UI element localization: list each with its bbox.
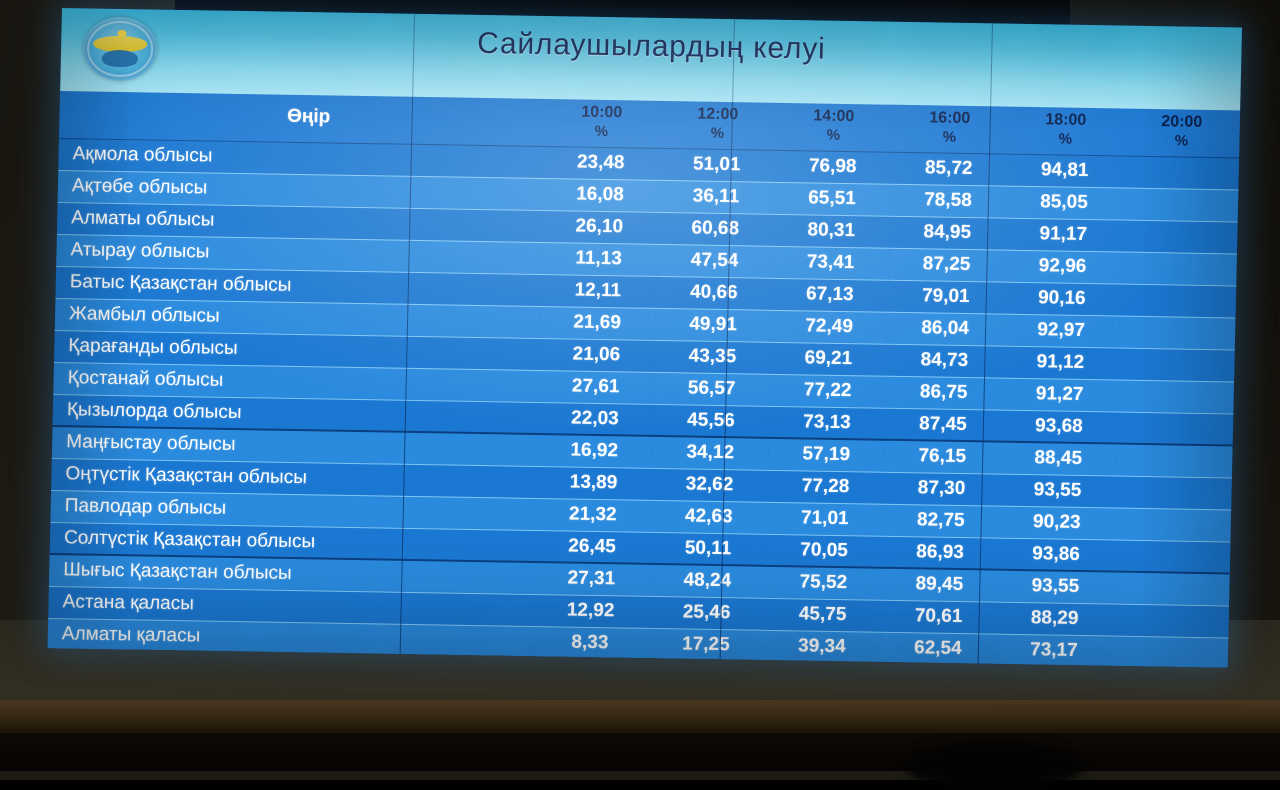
turnout-value-cell: 49,91 — [655, 308, 772, 342]
turnout-value-cell — [1114, 508, 1231, 542]
turnout-value-cell: 67,13 — [771, 278, 888, 312]
turnout-value-cell: 12,11 — [539, 274, 656, 308]
turnout-value-cell: 22,03 — [537, 402, 654, 436]
turnout-value-cell: 21,06 — [538, 338, 655, 372]
turnout-value-cell: 70,05 — [766, 534, 883, 568]
turnout-value-cell: 13,89 — [535, 466, 652, 500]
turnout-value-cell: 12,92 — [532, 594, 649, 628]
total-value-cell: 82,11 — [879, 664, 996, 668]
turnout-value-cell: 39,34 — [764, 630, 881, 664]
turnout-value-cell — [1122, 188, 1239, 222]
turnout-value-cell: 11,13 — [540, 242, 657, 276]
turnout-value-cell: 26,10 — [541, 210, 658, 244]
turnout-value-cell: 88,45 — [1000, 442, 1117, 476]
turnout-value-cell — [1120, 252, 1237, 286]
turnout-value-cell: 94,81 — [1006, 154, 1123, 188]
turnout-value-cell: 91,27 — [1001, 378, 1118, 412]
turnout-value-cell: 23,48 — [542, 146, 659, 180]
turnout-value-cell — [1119, 284, 1236, 318]
turnout-value-cell: 85,05 — [1006, 186, 1123, 220]
turnout-value-cell: 34,12 — [652, 436, 769, 470]
turnout-value-cell: 69,21 — [770, 342, 887, 376]
turnout-value-cell: 16,92 — [536, 434, 653, 468]
turnout-value-cell: 76,98 — [774, 150, 891, 184]
turnout-value-cell: 48,24 — [649, 564, 766, 598]
page-title: Сайлаушылардың келуі — [61, 20, 1242, 73]
turnout-value-cell: 90,23 — [998, 506, 1115, 540]
turnout-value-cell: 40,66 — [655, 276, 772, 310]
turnout-value-cell: 77,22 — [769, 374, 886, 408]
turnout-value-cell: 77,28 — [767, 470, 884, 504]
header-cell-time-1400: 14:00% — [775, 103, 892, 152]
region-name-cell: Алматы қаласы — [48, 618, 533, 658]
turnout-value-cell: 93,55 — [999, 474, 1116, 508]
header-cell-time-2000: 20:00% — [1123, 109, 1240, 158]
turnout-value-cell — [1114, 540, 1231, 574]
turnout-value-cell: 25,46 — [648, 596, 765, 630]
turnout-value-cell — [1112, 604, 1229, 638]
turnout-value-cell — [1117, 380, 1234, 414]
turnout-value-cell: 91,12 — [1002, 346, 1119, 380]
header-cell-time-1800: 18:00% — [1007, 107, 1124, 156]
turnout-value-cell: 8,33 — [532, 626, 649, 660]
header-cell-time-1000: 10:00% — [543, 99, 660, 148]
turnout-value-cell: 92,97 — [1003, 314, 1120, 348]
turnout-value-cell: 43,35 — [654, 340, 771, 374]
total-value-cell: 68,48 — [763, 662, 880, 668]
turnout-value-cell: 50,11 — [650, 532, 767, 566]
turnout-value-cell: 91,17 — [1005, 218, 1122, 252]
turnout-value-cell — [1122, 156, 1239, 190]
turnout-value-cell — [1112, 636, 1229, 668]
turnout-value-cell: 73,13 — [769, 406, 886, 440]
turnout-value-cell: 47,54 — [656, 244, 773, 278]
turnout-value-cell: 57,19 — [768, 438, 885, 472]
turnout-value-cell: 92,96 — [1004, 250, 1121, 284]
turnout-value-cell: 65,51 — [774, 182, 891, 216]
turnout-value-cell: 73,17 — [996, 634, 1113, 668]
turnout-value-cell — [1118, 348, 1235, 382]
turnout-value-cell: 27,31 — [533, 562, 650, 596]
turnout-value-cell: 42,63 — [650, 500, 767, 534]
turnout-value-cell: 36,11 — [658, 180, 775, 214]
turnout-value-cell — [1116, 444, 1233, 478]
turnout-value-cell: 90,16 — [1003, 282, 1120, 316]
turnout-value-cell — [1117, 412, 1234, 446]
turnout-value-cell: 80,31 — [773, 214, 890, 248]
turnout-value-cell: 27,61 — [537, 370, 654, 404]
turnout-value-cell: 51,01 — [658, 148, 775, 182]
turnout-value-cell: 26,45 — [534, 530, 651, 564]
turnout-value-cell — [1113, 572, 1230, 606]
turnout-value-cell: 56,57 — [653, 372, 770, 406]
turnout-value-cell — [1121, 220, 1238, 254]
turnout-value-cell: 93,55 — [997, 570, 1114, 604]
turnout-value-cell: 45,56 — [653, 404, 770, 438]
header-cell-region: Өңір — [59, 91, 544, 146]
turnout-value-cell — [1119, 316, 1236, 350]
turnout-value-cell: 21,32 — [534, 498, 651, 532]
total-value-cell: 89,69 — [995, 666, 1112, 668]
turnout-value-cell: 17,25 — [648, 628, 765, 662]
turnout-value-cell: 32,62 — [651, 468, 768, 502]
turnout-value-cell: 93,86 — [998, 538, 1115, 572]
turnout-value-cell: 75,52 — [765, 566, 882, 600]
turnout-value-cell: 72,49 — [771, 310, 888, 344]
turnout-value-cell: 45,75 — [764, 598, 881, 632]
turnout-value-cell: 93,68 — [1001, 410, 1118, 444]
total-value-cell: 19,17 — [531, 658, 648, 667]
turnout-value-cell: 16,08 — [542, 178, 659, 212]
header-cell-time-1200: 12:00% — [659, 101, 776, 150]
total-value-cell: 41,69 — [647, 660, 764, 668]
turnout-value-cell — [1115, 476, 1232, 510]
turnout-value-cell: 73,41 — [772, 246, 889, 280]
turnout-value-cell: 71,01 — [766, 502, 883, 536]
turnout-value-cell: 60,68 — [657, 212, 774, 246]
turnout-value-cell: 21,69 — [539, 306, 656, 340]
turnout-value-cell: 88,29 — [996, 602, 1113, 636]
